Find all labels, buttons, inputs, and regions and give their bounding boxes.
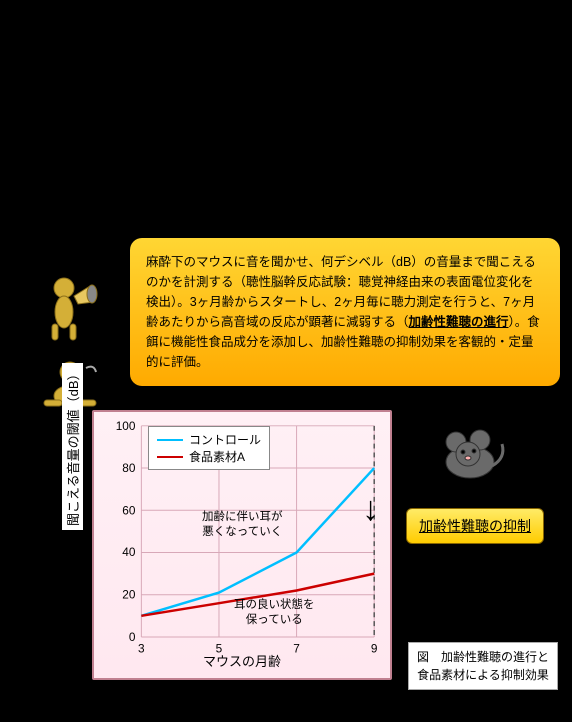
callout-box: 加齢性難聴の抑制 [406, 508, 544, 544]
x-axis-label: マウスの月齢 [203, 651, 281, 670]
chart-annotation: 加齢に伴い耳が悪くなっていく [202, 510, 283, 540]
svg-text:0: 0 [129, 630, 136, 644]
down-arrow-icon: ↓ [362, 490, 379, 529]
y-ticks: 0 20 40 60 80 100 [116, 419, 136, 644]
legend-row: 食品素材A [157, 448, 261, 465]
caption-line: 食品素材による抑制効果 [417, 668, 549, 682]
callout-label: 加齢性難聴の抑制 [419, 518, 531, 534]
svg-text:9: 9 [371, 642, 378, 656]
svg-text:40: 40 [122, 545, 136, 559]
description-box: 麻酔下のマウスに音を聞かせ、何デシベル（dB）の音量まで聞こえるのかを計測する（… [130, 238, 560, 386]
mouse-icon [430, 420, 510, 491]
svg-text:60: 60 [122, 504, 136, 518]
line-chart: 0 20 40 60 80 100 3 5 7 9 コントロール 食品素材A 加… [92, 410, 392, 680]
desc-underline: 加齢性難聴の進行 [409, 315, 509, 329]
figure-caption: 図 加齢性難聴の進行と 食品素材による抑制効果 [408, 642, 558, 690]
caption-line: 図 加齢性難聴の進行と [417, 650, 549, 664]
chart-annotation: 耳の良い状態を保っている [234, 598, 315, 628]
y-axis-label: 聞こえる音量の閾値（dB） [62, 363, 83, 530]
svg-text:100: 100 [116, 419, 136, 433]
chart-legend: コントロール 食品素材A [148, 426, 270, 470]
legend-label: コントロール [189, 431, 261, 448]
svg-text:20: 20 [122, 587, 136, 601]
legend-swatch-icon [157, 456, 183, 458]
svg-text:3: 3 [138, 642, 145, 656]
svg-text:7: 7 [293, 642, 300, 656]
svg-text:80: 80 [122, 461, 136, 475]
legend-row: コントロール [157, 431, 261, 448]
legend-swatch-icon [157, 439, 183, 441]
mascot-megaphone-icon [32, 268, 110, 351]
legend-label: 食品素材A [189, 448, 245, 465]
series-control [141, 468, 374, 616]
